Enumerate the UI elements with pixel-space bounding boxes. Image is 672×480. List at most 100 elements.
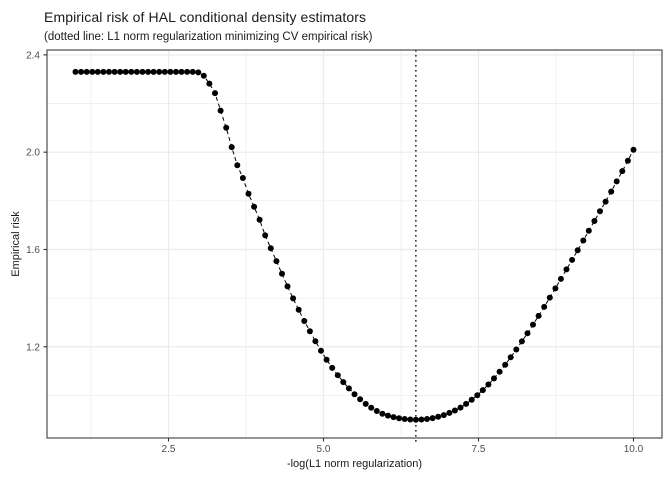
data-point <box>279 270 285 277</box>
data-point <box>106 68 112 75</box>
data-point <box>195 69 202 76</box>
data-point <box>385 412 391 419</box>
data-point <box>323 356 330 363</box>
data-point <box>251 203 258 210</box>
data-point <box>362 400 369 407</box>
data-point <box>206 80 213 87</box>
y-tick-label: 1.2 <box>26 342 40 353</box>
data-point <box>502 361 509 368</box>
data-point <box>524 330 531 337</box>
data-point <box>463 400 470 407</box>
data-point <box>128 68 135 75</box>
data-point <box>491 375 497 382</box>
y-axis-title: Empirical risk <box>10 211 22 277</box>
data-point <box>111 68 118 75</box>
data-point <box>139 68 146 75</box>
data-point <box>189 68 196 75</box>
data-point <box>535 312 542 319</box>
data-point <box>200 72 207 79</box>
data-point <box>429 415 436 422</box>
data-point <box>585 227 592 234</box>
y-tick-label: 2.0 <box>26 148 40 159</box>
data-point <box>357 396 364 403</box>
data-point <box>574 247 581 254</box>
data-point <box>507 354 514 361</box>
data-point <box>262 232 269 239</box>
data-point <box>569 256 576 263</box>
data-point <box>89 68 96 75</box>
data-point <box>373 408 380 414</box>
data-point <box>580 237 587 244</box>
data-point <box>239 175 246 181</box>
data-point <box>184 68 191 75</box>
data-point <box>234 162 241 169</box>
chart-subtitle: (dotted line: L1 norm regularization min… <box>44 31 373 43</box>
x-tick-label: 10.0 <box>624 444 644 455</box>
data-point <box>351 391 358 398</box>
data-point <box>256 216 263 223</box>
data-point <box>440 412 447 419</box>
data-point <box>117 68 124 75</box>
data-point <box>368 404 375 411</box>
y-tick-label: 2.4 <box>26 50 40 61</box>
data-point <box>161 68 168 75</box>
y-tick-label: 1.6 <box>26 245 40 256</box>
data-point <box>513 346 520 353</box>
data-point <box>78 68 85 75</box>
x-tick-label: 2.5 <box>162 444 176 455</box>
data-point <box>446 409 453 416</box>
data-point <box>563 266 570 273</box>
data-point <box>608 188 615 195</box>
data-point <box>94 68 101 75</box>
data-point <box>334 372 341 379</box>
data-point <box>479 387 486 394</box>
data-point <box>83 68 90 75</box>
data-point <box>412 416 419 423</box>
data-point <box>630 146 637 153</box>
data-point <box>597 208 603 215</box>
data-point <box>457 404 464 411</box>
data-point <box>156 68 163 75</box>
data-point <box>591 218 598 224</box>
data-point <box>133 68 140 75</box>
data-point <box>329 364 336 371</box>
data-point <box>72 68 79 75</box>
data-point <box>424 416 430 422</box>
data-point <box>379 410 386 417</box>
data-point <box>552 285 559 292</box>
data-point <box>273 258 280 265</box>
data-point <box>468 396 475 403</box>
data-point <box>401 416 408 422</box>
data-point <box>557 275 564 282</box>
plot-panel <box>47 50 662 438</box>
data-point <box>284 283 291 290</box>
data-point <box>345 385 352 392</box>
data-point <box>150 68 157 75</box>
data-point <box>474 392 481 399</box>
data-point <box>228 144 235 151</box>
data-point <box>301 318 308 324</box>
data-point <box>290 295 297 302</box>
data-point <box>212 90 218 97</box>
data-point <box>396 415 403 422</box>
data-point <box>541 303 548 310</box>
data-point <box>245 190 252 197</box>
x-tick-label: 5.0 <box>317 444 331 455</box>
data-point <box>418 416 425 423</box>
data-point <box>619 168 626 175</box>
data-point <box>613 178 620 185</box>
data-point <box>318 347 324 354</box>
data-point <box>407 416 414 423</box>
data-point <box>122 68 129 75</box>
data-point <box>223 124 230 131</box>
data-point <box>496 368 503 375</box>
data-point <box>518 338 525 345</box>
data-point <box>100 68 107 75</box>
data-point <box>451 407 458 414</box>
data-point <box>485 381 492 388</box>
data-point <box>312 338 319 345</box>
chart-title: Empirical risk of HAL conditional densit… <box>44 9 367 25</box>
data-point <box>306 328 313 335</box>
